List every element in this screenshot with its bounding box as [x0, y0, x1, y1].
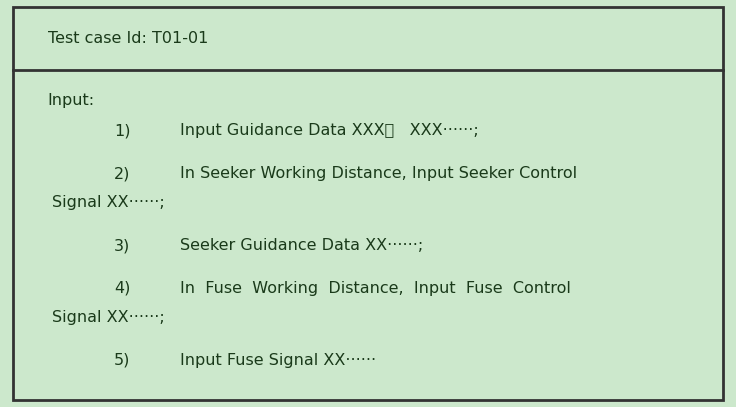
Text: 2): 2) — [114, 166, 130, 181]
Text: Test case Id: T01-01: Test case Id: T01-01 — [48, 31, 208, 46]
Text: Input:: Input: — [48, 93, 95, 108]
Text: In Seeker Working Distance, Input Seeker Control: In Seeker Working Distance, Input Seeker… — [180, 166, 578, 181]
Text: Input Fuse Signal XX······: Input Fuse Signal XX······ — [180, 353, 376, 368]
Text: In  Fuse  Working  Distance,  Input  Fuse  Control: In Fuse Working Distance, Input Fuse Con… — [180, 281, 571, 296]
Text: 1): 1) — [114, 123, 130, 138]
Text: 5): 5) — [114, 353, 130, 368]
FancyBboxPatch shape — [13, 7, 723, 400]
Text: Signal XX······;: Signal XX······; — [52, 310, 164, 325]
Text: 4): 4) — [114, 281, 130, 296]
Text: Input Guidance Data XXX，   XXX······;: Input Guidance Data XXX， XXX······; — [180, 123, 479, 138]
Text: Seeker Guidance Data XX······;: Seeker Guidance Data XX······; — [180, 238, 424, 253]
Text: 3): 3) — [114, 238, 130, 253]
Text: Signal XX······;: Signal XX······; — [52, 195, 164, 210]
